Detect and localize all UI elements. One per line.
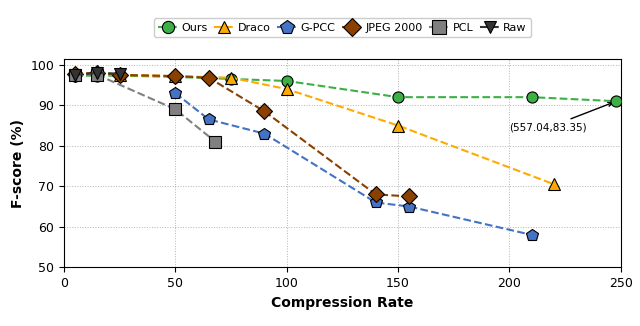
Line: JPEG 2000: JPEG 2000 [70, 67, 415, 202]
Draco [93, 72, 101, 76]
Ours [394, 95, 402, 99]
Ours [528, 95, 536, 99]
G-PCC [372, 200, 380, 204]
Draco [116, 73, 124, 77]
Draco [283, 87, 291, 91]
G-PCC [205, 117, 212, 121]
Line: Draco: Draco [70, 68, 559, 190]
G-PCC [172, 91, 179, 95]
Text: (557.04,83.35): (557.04,83.35) [509, 102, 612, 133]
JPEG 2000 [205, 76, 212, 80]
Ours [283, 79, 291, 83]
Draco [172, 74, 179, 78]
JPEG 2000 [372, 192, 380, 196]
Line: Ours: Ours [70, 70, 622, 107]
Line: G-PCC: G-PCC [169, 87, 538, 241]
G-PCC [405, 205, 413, 209]
Y-axis label: F-score (%): F-score (%) [11, 118, 25, 208]
Legend: Ours, Draco, G-PCC, JPEG 2000, PCL, Raw: Ours, Draco, G-PCC, JPEG 2000, PCL, Raw [154, 18, 531, 37]
Raw [71, 73, 79, 77]
Line: PCL: PCL [69, 69, 221, 148]
Ours [116, 74, 124, 78]
Ours [93, 74, 101, 78]
Raw [93, 71, 101, 75]
Ours [172, 75, 179, 79]
Ours [227, 77, 235, 81]
G-PCC [260, 132, 268, 136]
JPEG 2000 [71, 72, 79, 76]
Draco [71, 72, 79, 76]
JPEG 2000 [93, 71, 101, 75]
JPEG 2000 [172, 74, 179, 78]
PCL [93, 73, 101, 77]
PCL [71, 73, 79, 77]
Ours [71, 74, 79, 78]
JPEG 2000 [116, 73, 124, 77]
JPEG 2000 [405, 195, 413, 199]
Draco [227, 76, 235, 80]
PCL [212, 140, 220, 144]
Ours [612, 99, 620, 103]
Draco [394, 124, 402, 127]
Raw [116, 72, 124, 76]
X-axis label: Compression Rate: Compression Rate [271, 296, 413, 310]
PCL [172, 107, 179, 111]
Draco [550, 182, 558, 186]
Line: Raw: Raw [70, 67, 125, 81]
JPEG 2000 [260, 110, 268, 113]
G-PCC [528, 233, 536, 237]
